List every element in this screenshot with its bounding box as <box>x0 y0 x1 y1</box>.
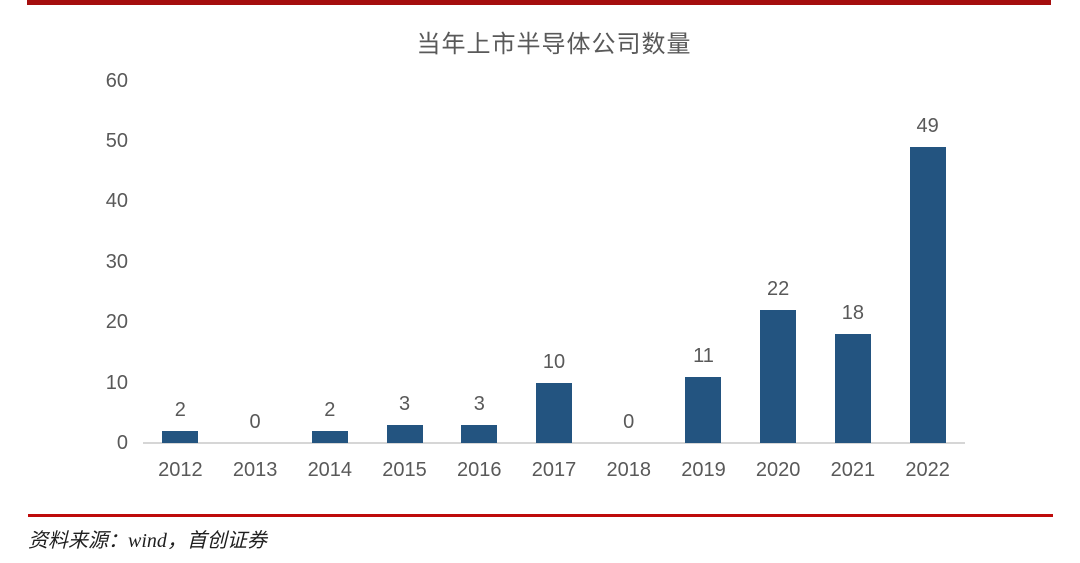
y-tick-label: 60 <box>105 69 128 92</box>
x-tick-label: 2018 <box>606 459 651 481</box>
bar-value-label: 18 <box>841 302 865 325</box>
bar-value-label: 3 <box>398 392 411 415</box>
bar-value-label: 22 <box>767 278 790 301</box>
bar <box>162 430 199 443</box>
y-tick-label: 40 <box>105 190 128 213</box>
y-tick-label: 10 <box>105 371 128 394</box>
x-tick-label: 2020 <box>755 459 801 481</box>
x-tick-label: 2022 <box>905 459 950 481</box>
bar-value-label: 2 <box>174 398 186 421</box>
y-tick-label: 0 <box>116 432 128 454</box>
x-tick-label: 2013 <box>232 459 278 481</box>
bar-value-label: 49 <box>916 115 939 138</box>
bar-value-label: 3 <box>473 392 485 415</box>
bar <box>834 334 871 443</box>
x-tick-label: 2012 <box>158 459 203 481</box>
bar-value-label: 2 <box>324 398 336 421</box>
bar <box>386 424 423 443</box>
x-tick-label: 2019 <box>681 459 726 481</box>
chart-title: 当年上市半导体公司数量 <box>416 31 692 58</box>
x-tick-label: 2014 <box>307 459 353 481</box>
bar <box>760 310 797 443</box>
y-tick-label: 50 <box>105 130 128 152</box>
bar <box>685 376 722 443</box>
x-tick-label: 2015 <box>382 459 427 481</box>
source-note: 资料来源：wind，首创证券 <box>28 530 267 552</box>
bar <box>311 430 348 443</box>
bar-value-label: 10 <box>542 350 566 373</box>
x-tick-label: 2016 <box>457 459 502 481</box>
bar <box>909 147 946 443</box>
bottom-red-rule <box>28 514 1053 517</box>
x-axis-line <box>143 442 965 444</box>
x-tick-label: 2021 <box>830 459 876 481</box>
bar-value-label: 0 <box>623 411 635 433</box>
bar <box>461 424 498 443</box>
x-tick-label: 2017 <box>531 459 577 481</box>
top-red-rule <box>27 0 1051 5</box>
bar <box>536 382 572 443</box>
y-tick-label: 20 <box>105 311 128 334</box>
bar-value-label: 11 <box>693 344 714 367</box>
y-tick-label: 30 <box>105 250 128 273</box>
bar-value-label: 0 <box>249 411 261 433</box>
